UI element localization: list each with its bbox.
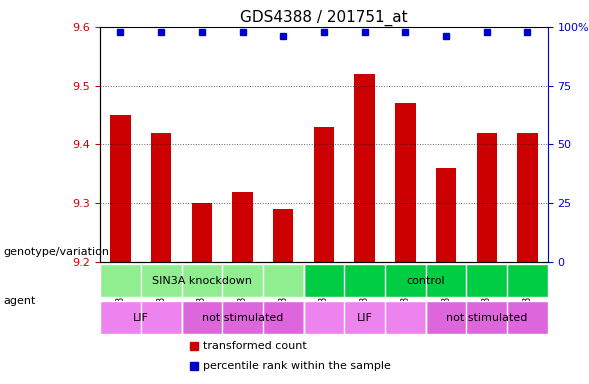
FancyBboxPatch shape <box>100 301 181 334</box>
FancyBboxPatch shape <box>303 264 548 297</box>
Bar <box>233 192 253 262</box>
Bar <box>110 115 131 262</box>
Bar <box>436 168 456 262</box>
Text: control: control <box>406 276 445 286</box>
Text: agent: agent <box>3 296 35 306</box>
Text: percentile rank within the sample: percentile rank within the sample <box>203 361 391 371</box>
FancyBboxPatch shape <box>181 301 303 334</box>
Text: not stimulated: not stimulated <box>202 313 283 323</box>
Bar <box>314 127 334 262</box>
Text: transformed count: transformed count <box>203 341 307 351</box>
Bar <box>355 74 375 262</box>
FancyBboxPatch shape <box>100 264 303 297</box>
Bar <box>477 133 497 262</box>
Bar <box>395 103 415 262</box>
Bar <box>273 209 293 262</box>
Title: GDS4388 / 201751_at: GDS4388 / 201751_at <box>240 9 408 25</box>
Bar <box>517 133 538 262</box>
Text: not stimulated: not stimulated <box>446 313 527 323</box>
Bar <box>191 203 212 262</box>
Text: genotype/variation: genotype/variation <box>3 247 109 257</box>
FancyBboxPatch shape <box>303 301 426 334</box>
FancyBboxPatch shape <box>426 301 548 334</box>
Text: LIF: LIF <box>133 313 149 323</box>
Bar <box>151 133 171 262</box>
Text: SIN3A knockdown: SIN3A knockdown <box>152 276 252 286</box>
Text: LIF: LIF <box>357 313 373 323</box>
